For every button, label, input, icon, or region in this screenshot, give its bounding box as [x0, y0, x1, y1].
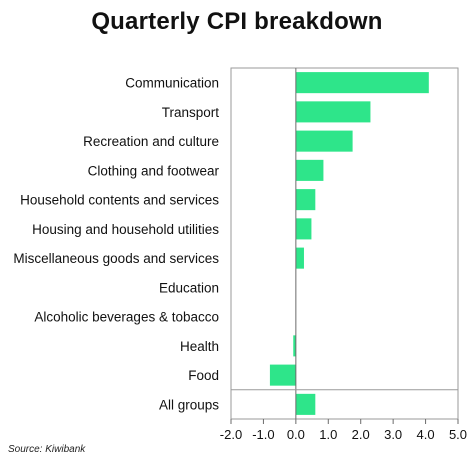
category-label: Miscellaneous goods and services	[13, 251, 219, 266]
bar	[295, 130, 353, 152]
plot-border	[230, 67, 459, 420]
category-label: Communication	[125, 76, 219, 91]
category-label: Clothing and footwear	[88, 163, 220, 178]
bar	[269, 364, 296, 386]
x-tick-label: 2.0	[352, 427, 370, 442]
category-labels: Communication Transport Recreation and cul…	[13, 76, 219, 413]
x-tick-label: -2.0	[220, 427, 242, 442]
x-tick-label: 0.0	[287, 427, 305, 442]
bar	[295, 159, 324, 181]
category-label: All groups	[159, 397, 219, 412]
x-tick-label: 5.0	[449, 427, 467, 442]
bar	[295, 247, 304, 269]
chart-title: Quarterly CPI breakdown	[91, 8, 383, 35]
category-label: Food	[188, 368, 219, 383]
bar	[295, 393, 316, 415]
category-label: Health	[180, 339, 219, 354]
bars-group	[269, 72, 429, 415]
bar	[295, 189, 316, 211]
source-note: Source: Kiwibank	[8, 444, 86, 455]
bar	[295, 72, 429, 94]
category-label: Household contents and services	[20, 193, 219, 208]
plot-frame	[230, 67, 459, 420]
category-label: Housing and household utilities	[32, 222, 219, 237]
x-tick-label: 1.0	[319, 427, 337, 442]
bar	[293, 335, 296, 357]
category-label: Transport	[162, 105, 220, 120]
category-label: Recreation and culture	[83, 134, 219, 149]
x-tick-label: -1.0	[252, 427, 274, 442]
category-label: Alcoholic beverages & tobacco	[34, 310, 219, 325]
bar	[295, 101, 371, 123]
category-label: Education	[159, 280, 219, 295]
bar	[295, 218, 312, 240]
x-tick-label: 4.0	[417, 427, 435, 442]
x-tick-label: 3.0	[384, 427, 402, 442]
x-axis-ticks: -2.0 -1.0 0.0 1.0 2.0 3.0 4.0 5.0	[220, 419, 467, 442]
